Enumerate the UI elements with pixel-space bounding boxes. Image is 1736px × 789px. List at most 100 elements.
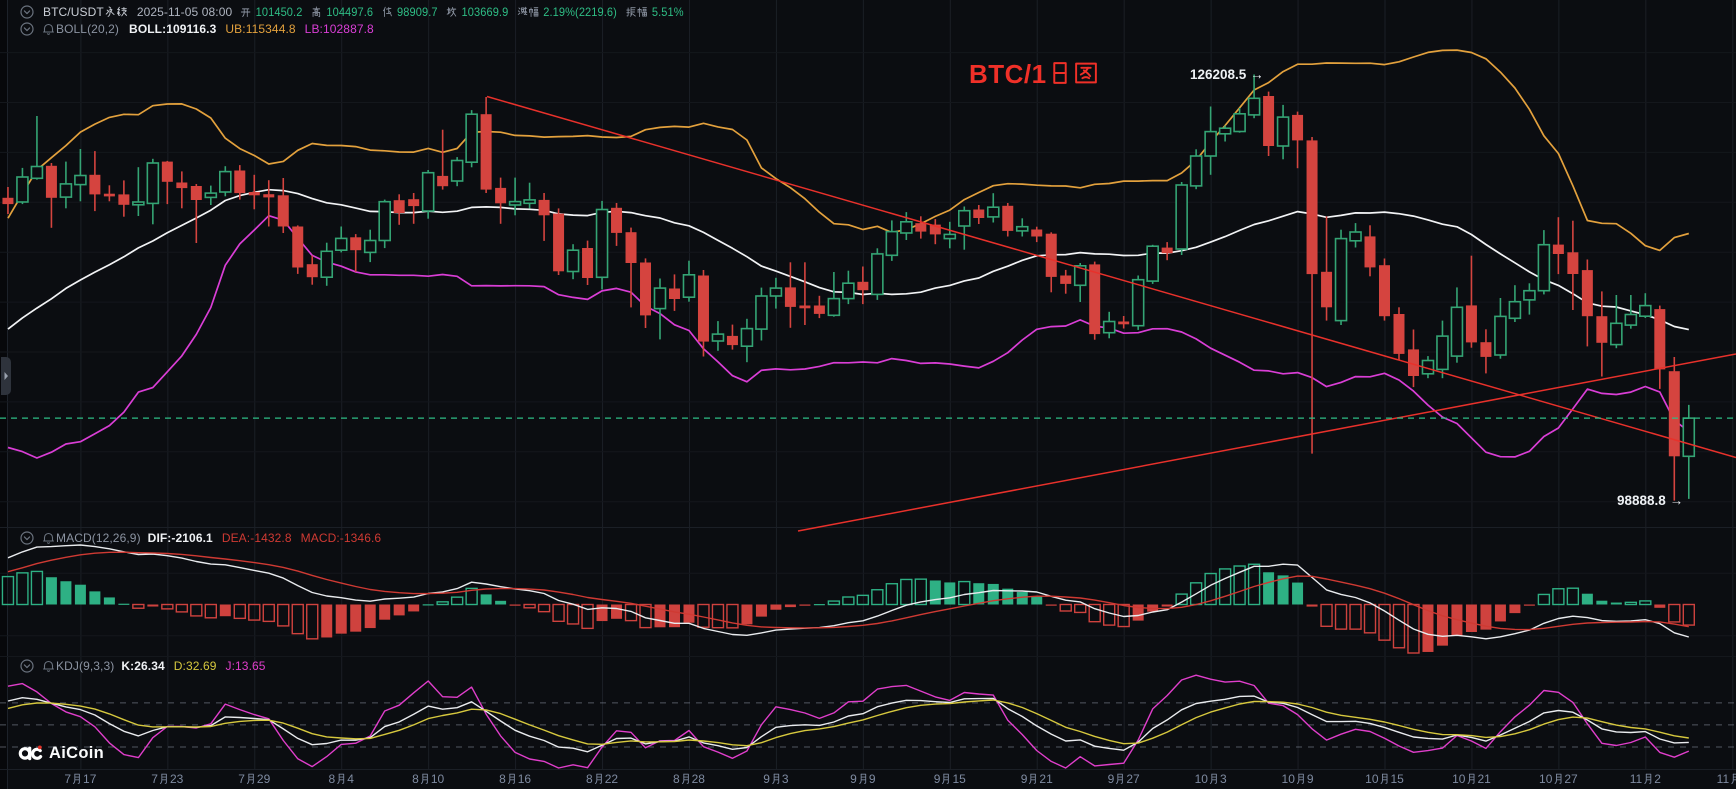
candle-body-down[interactable] <box>1306 140 1318 275</box>
candle-body-up[interactable] <box>30 165 44 180</box>
macd-bar-solid[interactable] <box>147 604 159 607</box>
macd-bar-solid[interactable] <box>741 604 753 625</box>
alert-bell-icon[interactable] <box>42 659 56 673</box>
candle-body-down[interactable] <box>1581 270 1593 317</box>
macd-bar-solid[interactable] <box>1436 604 1448 646</box>
candle-body-down[interactable] <box>553 213 565 272</box>
macd-bar-hollow[interactable] <box>1218 568 1232 606</box>
macd-bar-hollow[interactable] <box>1682 603 1695 626</box>
candle-body-down[interactable] <box>1567 252 1579 275</box>
candle-body-down[interactable] <box>1465 305 1477 343</box>
candle-body-down[interactable] <box>1031 229 1043 237</box>
candle-body-down[interactable] <box>248 191 260 196</box>
candle-body-up[interactable] <box>1508 300 1522 320</box>
candle-body-down[interactable] <box>1480 342 1492 357</box>
macd-bar-solid[interactable] <box>1031 596 1043 605</box>
candle-body-up[interactable] <box>1102 320 1116 334</box>
candle-body-up[interactable] <box>711 333 725 342</box>
macd-bar-hollow[interactable] <box>16 572 29 606</box>
macd-bar-solid[interactable] <box>1045 604 1057 606</box>
ascending-trendline[interactable] <box>797 353 1736 532</box>
candle-body-down[interactable] <box>538 199 550 216</box>
candle-body-down[interactable] <box>437 175 449 187</box>
macd-bar-hollow[interactable] <box>1392 603 1406 649</box>
candle-body-down[interactable] <box>668 288 680 300</box>
macd-bar-solid[interactable] <box>379 604 391 620</box>
candle-body-down[interactable] <box>929 224 941 235</box>
candle-body-down[interactable] <box>915 223 927 232</box>
candle-body-up[interactable] <box>1523 289 1536 301</box>
macd-bar-solid[interactable] <box>799 604 811 606</box>
candle-body-down[interactable] <box>89 174 101 195</box>
macd-bar-solid[interactable] <box>1465 604 1477 632</box>
candle-body-down[interactable] <box>799 305 811 309</box>
macd-bar-hollow[interactable] <box>1088 603 1101 623</box>
macd-bar-hollow[interactable] <box>1668 603 1681 623</box>
macd-bar-hollow[interactable] <box>914 578 928 606</box>
macd-bar-hollow[interactable] <box>204 603 218 619</box>
candle-body-up[interactable] <box>1334 237 1348 322</box>
candle-body-up[interactable] <box>363 239 377 254</box>
macd-bar-hollow[interactable] <box>1 575 15 606</box>
candle-body-down[interactable] <box>1263 95 1275 146</box>
macd-bar-solid[interactable] <box>321 604 333 638</box>
macd-bar-hollow[interactable] <box>523 603 536 609</box>
candle-body-up[interactable] <box>566 249 580 273</box>
macd-bar-hollow[interactable] <box>175 603 189 613</box>
candle-body-up[interactable] <box>1247 97 1261 116</box>
macd-bar-hollow[interactable] <box>1233 565 1246 606</box>
candle-body-up[interactable] <box>957 209 971 227</box>
candle-body-up[interactable] <box>1146 245 1159 282</box>
candle-body-up[interactable] <box>132 201 145 206</box>
candle-body-down[interactable] <box>1045 233 1057 277</box>
candle-body-up[interactable] <box>885 230 899 257</box>
macd-bar-hollow[interactable] <box>30 570 44 606</box>
macd-bar-solid[interactable] <box>1422 604 1434 652</box>
candle-body-down[interactable] <box>1118 321 1130 325</box>
candle-body-up[interactable] <box>465 113 478 164</box>
macd-bar-solid[interactable] <box>393 604 405 616</box>
macd-bar-solid[interactable] <box>929 580 941 605</box>
macd-bar-hollow[interactable] <box>1552 588 1565 606</box>
candle-body-up[interactable] <box>1450 306 1464 357</box>
candle-body-up[interactable] <box>334 237 348 251</box>
candle-body-up[interactable] <box>1610 322 1623 346</box>
collapse-chevron-icon[interactable] <box>20 659 34 673</box>
macd-bar-solid[interactable] <box>60 581 72 605</box>
macd-bar-hollow[interactable] <box>871 589 884 606</box>
macd-bar-solid[interactable] <box>1654 604 1666 608</box>
macd-bar-hollow[interactable] <box>552 603 565 622</box>
candle-body-down[interactable] <box>625 232 637 263</box>
candle-body-up[interactable] <box>1233 113 1246 133</box>
candle-body-up[interactable] <box>1639 304 1652 318</box>
macd-bar-solid[interactable] <box>335 604 347 634</box>
macd-bar-solid[interactable] <box>118 603 130 605</box>
candle-body-down[interactable] <box>784 287 796 307</box>
macd-bar-hollow[interactable] <box>436 601 449 606</box>
candle-body-down[interactable] <box>813 305 825 314</box>
candle-body-up[interactable] <box>986 206 1000 218</box>
macd-bar-hollow[interactable] <box>1537 593 1551 606</box>
candle-body-up[interactable] <box>16 176 29 203</box>
candle-body-down[interactable] <box>1596 316 1608 343</box>
candle-body-up[interactable] <box>146 162 160 205</box>
candle-body-up[interactable] <box>421 171 435 212</box>
collapse-chevron-icon[interactable] <box>20 22 34 36</box>
macd-bar-solid[interactable] <box>1132 604 1144 621</box>
descending-trendline[interactable] <box>486 95 1736 459</box>
macd-bar-solid[interactable] <box>973 583 985 605</box>
candle-body-down[interactable] <box>1552 244 1564 255</box>
macd-bar-hollow[interactable] <box>885 583 899 606</box>
macd-bar-hollow[interactable] <box>1349 603 1362 630</box>
candle-body-down[interactable] <box>640 262 652 316</box>
macd-bar-solid[interactable] <box>944 582 956 605</box>
candle-body-down[interactable] <box>292 226 304 268</box>
candle-body-down[interactable] <box>190 185 202 200</box>
candle-body-up[interactable] <box>1204 130 1217 157</box>
macd-bar-hollow[interactable] <box>132 603 145 609</box>
macd-bar-solid[interactable] <box>1509 604 1521 614</box>
candle-body-down[interactable] <box>277 195 289 227</box>
candle-body-down[interactable] <box>1292 114 1304 141</box>
macd-bar-solid[interactable] <box>1263 572 1275 605</box>
candle-body-up[interactable] <box>1494 315 1507 356</box>
